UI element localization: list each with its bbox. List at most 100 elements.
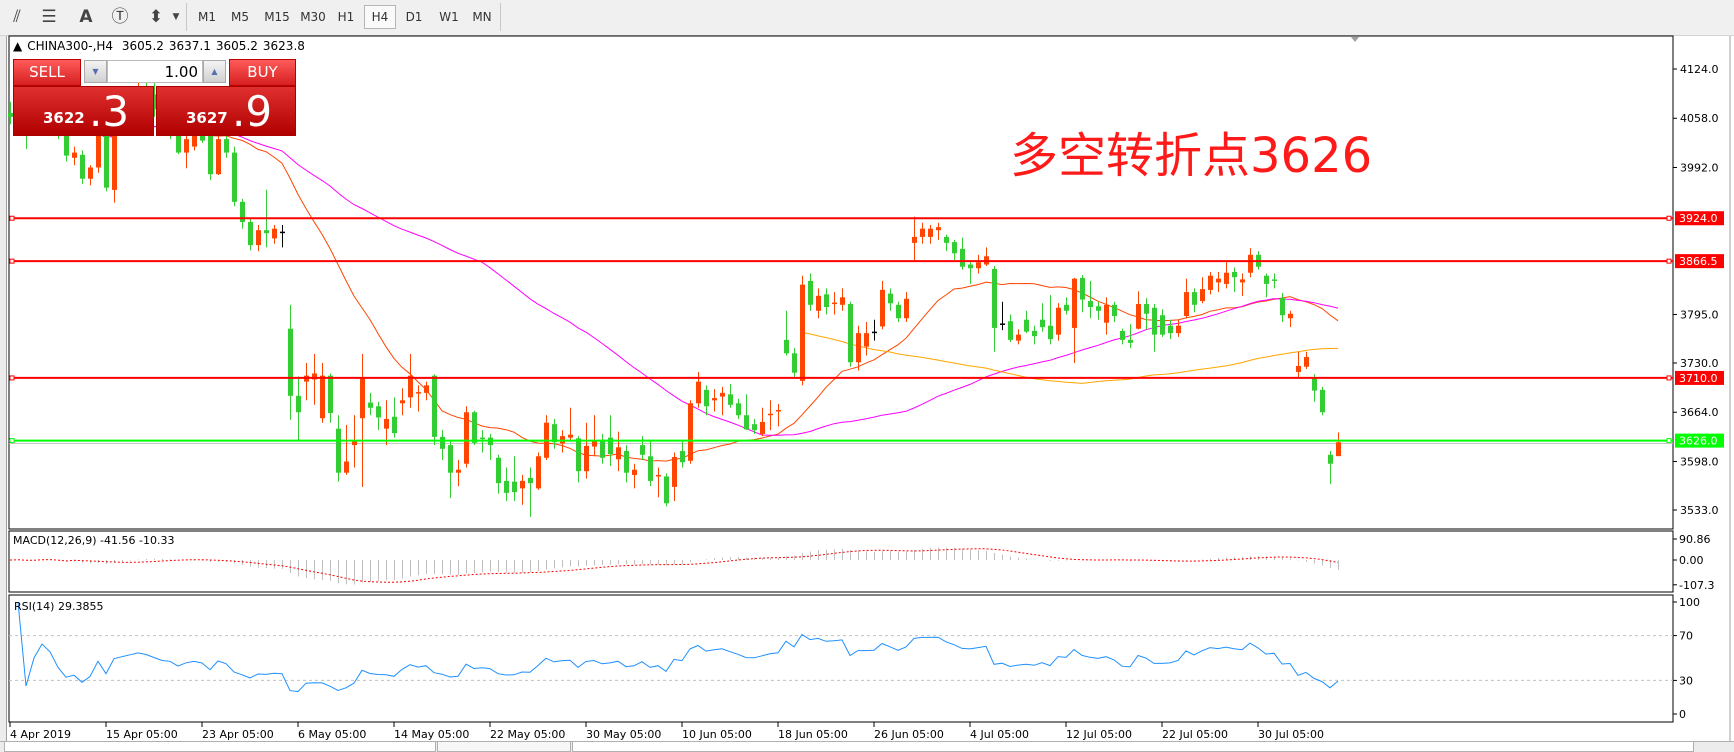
price-tick-label: 3992.0	[1680, 161, 1719, 174]
candle-body	[1096, 306, 1101, 311]
candle-body	[752, 424, 757, 431]
rsi-tick-label: 70	[1679, 630, 1693, 643]
ohlc-close: 3623.8	[262, 39, 305, 53]
candle	[848, 301, 853, 367]
candle	[960, 237, 965, 270]
date-label: 22 Jul 05:00	[1162, 728, 1228, 741]
candle	[968, 261, 973, 284]
sell-button[interactable]: SELL	[13, 59, 81, 86]
buy-price-button[interactable]: 3627 .9	[156, 86, 296, 136]
candle-body	[1224, 272, 1229, 284]
candle	[808, 273, 813, 311]
candle-body	[576, 438, 581, 472]
arrows-icon[interactable]: ⬍	[148, 7, 164, 27]
candle-body	[288, 328, 293, 396]
lot-decrease-button[interactable]: ▼	[84, 60, 107, 83]
buy-button[interactable]: BUY	[229, 59, 296, 86]
candle	[736, 398, 741, 419]
candle-body	[328, 375, 333, 413]
timeframe-w1[interactable]: W1	[439, 10, 459, 24]
level-handle[interactable]	[9, 258, 15, 264]
date-label: 26 Jun 05:00	[874, 728, 944, 741]
candle-body	[392, 416, 397, 434]
candle	[600, 433, 605, 464]
fibonacci-expansion-icon[interactable]: ⫽	[13, 7, 21, 27]
candle	[952, 239, 957, 261]
candle-body	[712, 398, 717, 401]
candle	[1072, 277, 1077, 363]
candle-body	[944, 236, 949, 243]
candle-body	[456, 469, 461, 473]
timeframe-m5[interactable]: M5	[231, 10, 249, 24]
macd-tick-label: 90.86	[1679, 533, 1711, 546]
date-label: 30 May 05:00	[586, 728, 661, 741]
annotation-text: 多空转折点3626	[1010, 128, 1373, 184]
timeframe-m15[interactable]: M15	[264, 10, 290, 24]
date-label: 10 Jun 05:00	[682, 728, 752, 741]
candle	[1336, 432, 1341, 457]
chevron-down-icon[interactable]: ▼	[172, 12, 180, 22]
candle-body	[72, 152, 77, 158]
level-handle[interactable]	[1666, 438, 1672, 444]
candle	[648, 441, 653, 487]
moving-average-100-line	[801, 331, 1339, 384]
candle-body	[784, 339, 789, 354]
lot-increase-button[interactable]: ▲	[203, 60, 226, 83]
level-handle[interactable]	[1666, 215, 1672, 221]
candle-body	[1040, 319, 1045, 328]
candle	[312, 354, 317, 405]
candle	[1104, 297, 1109, 335]
candle	[1248, 248, 1253, 278]
timeframe-d1[interactable]: D1	[405, 10, 423, 24]
chart-shift-icon[interactable]	[1351, 37, 1359, 42]
candle	[1128, 324, 1133, 349]
candle	[720, 386, 725, 416]
text-label-icon[interactable]: Ⓣ	[111, 7, 129, 27]
candle-body	[408, 375, 413, 398]
candle-body	[1336, 442, 1341, 457]
candle-body	[1184, 292, 1189, 316]
candle	[1240, 273, 1245, 296]
level-handle[interactable]	[9, 438, 15, 444]
candle-body	[1216, 278, 1221, 283]
candle-body	[1272, 279, 1277, 281]
timeframe-h4[interactable]: H4	[364, 5, 396, 29]
text-icon[interactable]: A	[79, 7, 93, 27]
candle-body	[1080, 277, 1085, 300]
timeframe-m30[interactable]: M30	[300, 10, 326, 24]
candle-body	[192, 133, 197, 147]
rsi-pane-frame	[8, 594, 1674, 723]
candle-body	[992, 268, 997, 328]
ohlc-open: 3605.2	[121, 39, 164, 53]
candle	[1152, 304, 1157, 352]
collapse-triangle-icon[interactable]: ▲	[13, 39, 23, 53]
candle	[1056, 303, 1061, 341]
candle	[856, 325, 861, 371]
candle-body	[88, 167, 93, 179]
level-handle[interactable]	[1666, 258, 1672, 264]
sell-price-button[interactable]: 3622 .3	[13, 86, 154, 136]
macd-value: -41.56	[100, 534, 136, 547]
candle	[888, 288, 893, 311]
candle-body	[1328, 454, 1333, 464]
fibonacci-fan-icon[interactable]: ☰	[41, 7, 57, 27]
price-tick-label: 4058.0	[1680, 112, 1719, 125]
timeframe-m1[interactable]: M1	[198, 10, 216, 24]
level-handle[interactable]	[9, 215, 15, 221]
candle-body	[928, 228, 933, 237]
candle	[88, 165, 93, 186]
level-handle[interactable]	[1666, 375, 1672, 381]
candle-body	[832, 302, 837, 305]
timeframe-mn[interactable]: MN	[472, 10, 492, 24]
candle-body	[504, 480, 509, 493]
candle	[864, 321, 869, 356]
lot-size-input[interactable]	[107, 60, 203, 83]
candle-body	[1120, 330, 1125, 340]
candle	[912, 216, 917, 262]
timeframe-h1[interactable]: H1	[337, 10, 355, 24]
candle	[920, 222, 925, 244]
candle-body	[616, 447, 621, 460]
level-handle[interactable]	[9, 375, 15, 381]
candle	[408, 354, 413, 408]
